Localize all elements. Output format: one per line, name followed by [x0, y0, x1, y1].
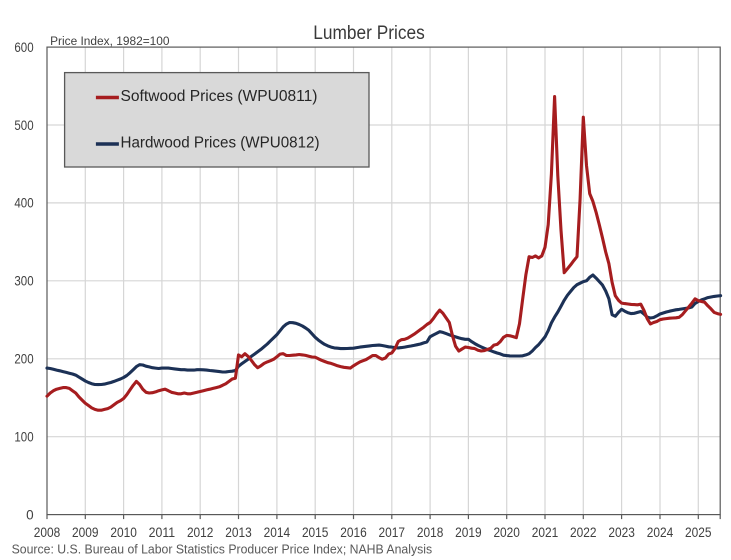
svg-text:500: 500	[14, 118, 33, 133]
svg-text:600: 600	[14, 40, 33, 55]
svg-text:2009: 2009	[72, 525, 99, 540]
svg-text:2025: 2025	[685, 525, 712, 540]
svg-text:Softwood Prices (WPU0811): Softwood Prices (WPU0811)	[121, 88, 318, 105]
svg-text:2024: 2024	[647, 525, 674, 540]
svg-text:2008: 2008	[34, 525, 61, 540]
svg-text:Price Index, 1982=100: Price Index, 1982=100	[50, 36, 169, 48]
svg-text:2013: 2013	[225, 525, 252, 540]
svg-text:200: 200	[14, 352, 33, 367]
svg-text:Source: U.S. Bureau of Labor S: Source: U.S. Bureau of Labor Statistics …	[12, 541, 433, 556]
svg-text:2021: 2021	[532, 525, 559, 540]
svg-text:2022: 2022	[570, 525, 597, 540]
svg-text:Hardwood Prices (WPU0812): Hardwood Prices (WPU0812)	[121, 135, 320, 152]
svg-text:2012: 2012	[187, 525, 214, 540]
svg-text:2023: 2023	[608, 525, 635, 540]
svg-text:2019: 2019	[455, 525, 482, 540]
svg-text:2010: 2010	[110, 525, 137, 540]
svg-text:0: 0	[26, 507, 34, 522]
svg-text:2014: 2014	[264, 525, 291, 540]
svg-text:2015: 2015	[302, 525, 329, 540]
svg-text:100: 100	[14, 430, 33, 445]
svg-text:300: 300	[14, 274, 33, 289]
svg-text:2011: 2011	[149, 525, 176, 540]
svg-text:400: 400	[14, 196, 33, 211]
svg-text:2017: 2017	[379, 525, 406, 540]
svg-text:2020: 2020	[493, 525, 520, 540]
svg-text:2018: 2018	[417, 525, 444, 540]
svg-text:Lumber Prices: Lumber Prices	[313, 22, 425, 44]
svg-text:2016: 2016	[340, 525, 367, 540]
